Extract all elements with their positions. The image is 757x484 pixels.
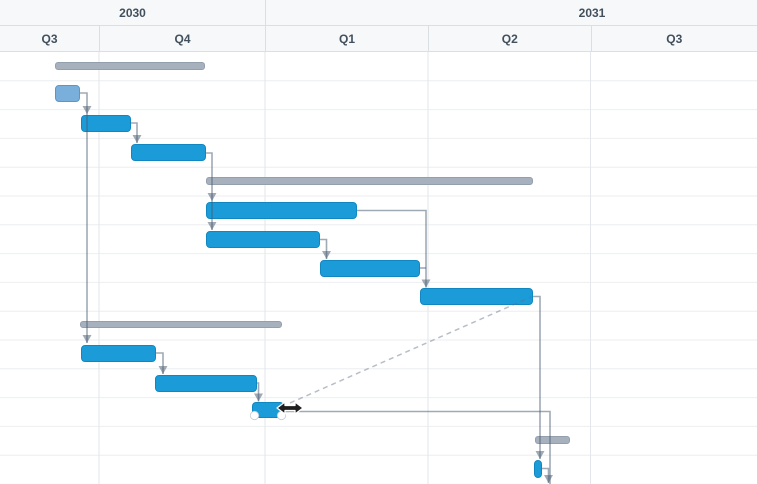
task-bar-3[interactable] — [131, 143, 206, 161]
timeline-year-row: 2030 2031 — [0, 0, 757, 26]
task-bar-2[interactable] — [80, 114, 131, 132]
dependency-arrow — [544, 475, 553, 483]
quarter-cell: Q4 — [99, 26, 265, 52]
dependency-arrow — [132, 135, 142, 143]
dependency-link — [284, 410, 551, 484]
dependency-link — [320, 238, 328, 259]
task-bar-9[interactable] — [155, 374, 257, 392]
task-bar-8[interactable] — [80, 344, 156, 362]
year-cell: 2030 — [0, 0, 265, 26]
task-bar-4[interactable] — [206, 201, 357, 219]
task-bar-5[interactable] — [206, 230, 320, 248]
dependency-link — [130, 122, 138, 143]
quarter-cell: Q3 — [0, 26, 99, 52]
summary-bar-3[interactable] — [80, 320, 282, 328]
quarter-cell: Q1 — [265, 26, 428, 52]
task-bar-11[interactable] — [533, 459, 542, 478]
dependency-arrow — [82, 106, 92, 114]
summary-bar-4[interactable] — [535, 436, 570, 444]
quarter-label: Q4 — [174, 31, 191, 46]
resize-handle[interactable] — [276, 410, 287, 421]
timeline-quarter-row: Q3 Q4 Q1 Q2 Q3 — [0, 26, 757, 52]
year-label: 2030 — [119, 5, 146, 20]
dependency-arrow — [254, 393, 263, 402]
dependency-arrow — [207, 222, 217, 230]
quarter-label: Q3 — [41, 31, 58, 46]
dependency-arrow — [421, 279, 431, 288]
summary-bar-2[interactable] — [206, 177, 533, 185]
dependency-link — [257, 382, 260, 402]
year-cell: 2031 — [265, 0, 757, 26]
task-bar-6[interactable] — [320, 259, 420, 277]
quarter-cell: Q3 — [590, 26, 757, 52]
quarter-label: Q1 — [338, 31, 355, 46]
year-label: 2031 — [578, 5, 606, 20]
quarter-cell: Q2 — [428, 26, 591, 52]
dependency-arrow — [82, 335, 92, 343]
resize-handle[interactable] — [249, 410, 260, 421]
dependency-link — [541, 467, 550, 483]
task-bar-7[interactable] — [420, 288, 533, 305]
dependency-arrow — [535, 451, 545, 459]
pending-dependency-line — [289, 296, 532, 404]
quarter-label: Q2 — [501, 31, 518, 46]
dependency-arrow — [158, 366, 168, 374]
quarter-label: Q3 — [666, 31, 683, 46]
dependency-arrow — [322, 251, 331, 259]
task-bar-1[interactable] — [55, 84, 80, 102]
dependency-link — [156, 352, 164, 374]
dependency-link — [533, 295, 541, 459]
dependency-arrow — [207, 193, 217, 201]
summary-bar-1[interactable] — [55, 62, 205, 70]
